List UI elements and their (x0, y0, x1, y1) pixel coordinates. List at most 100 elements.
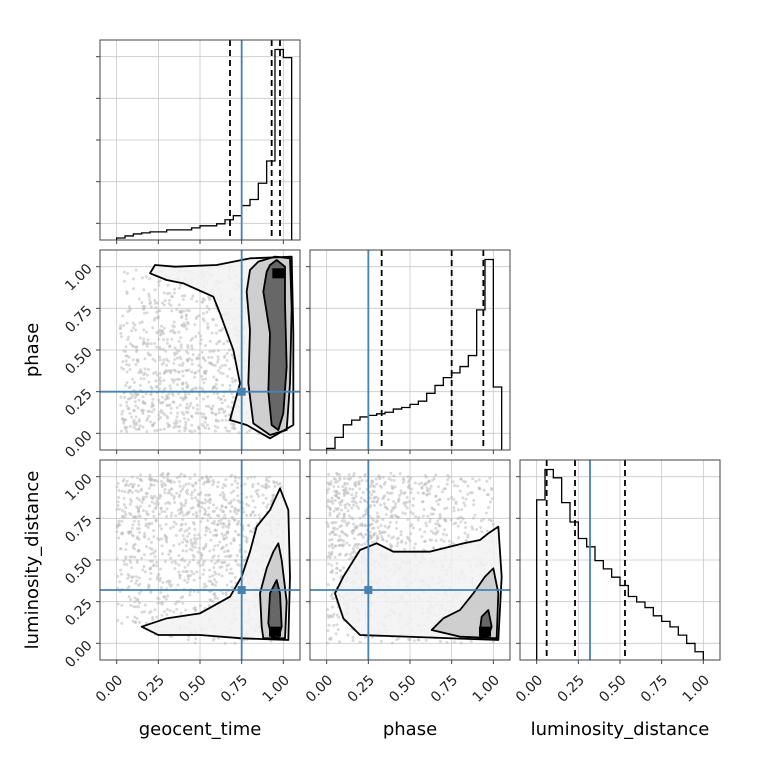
density-peak (269, 626, 281, 637)
scatter-point (134, 581, 138, 585)
scatter-point (135, 558, 139, 562)
scatter-point (351, 547, 355, 551)
scatter-point (376, 515, 380, 519)
scatter-point (205, 475, 209, 479)
scatter-point (117, 488, 121, 492)
scatter-point (141, 395, 145, 399)
scatter-point (457, 536, 461, 540)
scatter-point (329, 637, 333, 641)
scatter-point (126, 338, 130, 342)
scatter-point (261, 501, 265, 505)
scatter-point (347, 514, 351, 518)
scatter-point (475, 527, 479, 531)
scatter-point (183, 474, 187, 478)
scatter-point (134, 621, 138, 625)
scatter-point (129, 603, 133, 607)
scatter-point (147, 353, 151, 357)
contour-line (262, 259, 288, 431)
scatter-point (181, 298, 185, 302)
scatter-point (168, 298, 172, 302)
scatter-point (216, 349, 220, 353)
scatter-point (169, 369, 173, 373)
scatter-point (358, 487, 362, 491)
scatter-point (131, 321, 135, 325)
scatter-point (184, 381, 188, 385)
scatter-point (195, 514, 199, 518)
scatter-point (168, 491, 172, 495)
scatter-point (230, 571, 234, 575)
scatter-point (191, 387, 195, 391)
scatter-point (190, 358, 194, 362)
scatter-point (127, 491, 131, 495)
scatter-point (150, 522, 154, 526)
x-tick-label: 0.00 (303, 672, 336, 705)
scatter-point (143, 610, 147, 614)
scatter-point (141, 307, 145, 311)
scatter-point (115, 530, 119, 534)
scatter-point (162, 475, 166, 479)
scatter-point (149, 385, 153, 389)
scatter-point (218, 540, 222, 544)
scatter-point (125, 562, 129, 566)
scatter-point (155, 499, 159, 503)
scatter-point (453, 484, 457, 488)
scatter-point (210, 355, 214, 359)
scatter-point (177, 349, 181, 353)
scatter-point (342, 539, 346, 543)
scatter-point (153, 288, 157, 292)
scatter-point (466, 492, 470, 496)
scatter-point (181, 364, 185, 368)
scatter-point (190, 569, 194, 573)
scatter-point (388, 491, 392, 495)
scatter-point (258, 516, 262, 520)
scatter-point (327, 473, 331, 477)
scatter-point (212, 480, 216, 484)
scatter-point (184, 423, 188, 427)
scatter-point (343, 477, 347, 481)
histogram-geocent-time (96, 39, 301, 244)
scatter-point (115, 507, 119, 511)
scatter-point (204, 493, 208, 497)
histogram-step (116, 48, 293, 240)
scatter-point (429, 484, 433, 488)
scatter-point (223, 550, 227, 554)
scatter-point (344, 553, 348, 557)
scatter-point (395, 537, 399, 541)
scatter-point (207, 355, 211, 359)
scatter-point (355, 546, 359, 550)
scatter-point (331, 501, 335, 505)
scatter-point (210, 559, 214, 563)
scatter-point (188, 357, 192, 361)
scatter-point (352, 474, 356, 478)
scatter-point (185, 402, 189, 406)
scatter-point (172, 421, 176, 425)
scatter-point (142, 337, 146, 341)
scatter-point (219, 371, 223, 375)
scatter-point (208, 516, 212, 520)
scatter-point (191, 521, 195, 525)
scatter-point (216, 554, 220, 558)
scatter-point (146, 525, 150, 529)
scatter-point (194, 334, 198, 338)
scatter-point (350, 530, 354, 534)
scatter-point (337, 640, 341, 644)
scatter-point (162, 326, 166, 330)
scatter-point (332, 521, 336, 525)
y-axis-label: phase (22, 323, 43, 377)
scatter-point (325, 607, 329, 611)
x-axis-label: luminosity_distance (531, 719, 710, 740)
scatter-point (441, 532, 445, 536)
scatter-point (160, 544, 164, 548)
scatter-point (220, 401, 224, 405)
scatter-point (123, 562, 127, 566)
scatter-point (214, 412, 218, 416)
density-peak (479, 626, 491, 637)
scatter-point (326, 629, 330, 633)
scatter-point (162, 427, 166, 431)
scatter-point (204, 529, 208, 533)
scatter-point (375, 511, 379, 515)
scatter-point (193, 323, 197, 327)
scatter-point (164, 597, 168, 601)
scatter-point (400, 539, 404, 543)
scatter-point (137, 605, 141, 609)
